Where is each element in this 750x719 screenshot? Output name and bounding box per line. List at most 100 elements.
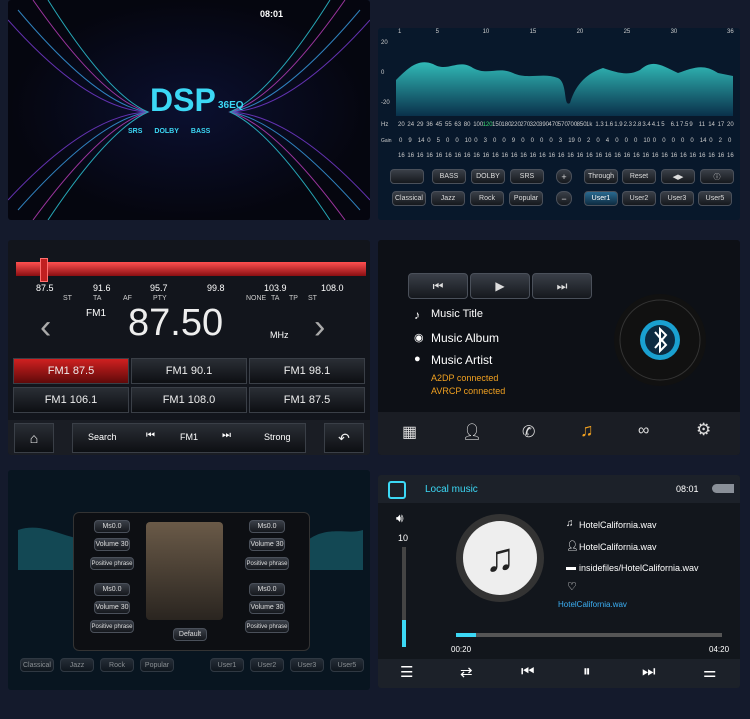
gain-value[interactable]: 3 bbox=[483, 138, 487, 144]
settings-icon[interactable]: ⚙ bbox=[696, 420, 712, 439]
q-value[interactable]: 16 bbox=[435, 153, 443, 159]
control-button[interactable]: Reset bbox=[622, 169, 656, 184]
gain-value[interactable]: 5 bbox=[436, 138, 440, 144]
gain-value[interactable]: 2 bbox=[587, 138, 591, 144]
q-value[interactable]: 16 bbox=[633, 153, 640, 159]
gain-value[interactable]: 14 bbox=[699, 138, 707, 144]
gain-value[interactable]: 19 bbox=[568, 138, 575, 144]
volume-slider[interactable] bbox=[402, 547, 406, 647]
preset-button[interactable]: User3 bbox=[660, 191, 694, 206]
q-value[interactable]: 16 bbox=[445, 153, 452, 159]
plus-button[interactable]: + bbox=[556, 169, 572, 184]
gain-value[interactable]: 14 bbox=[417, 138, 425, 144]
next-button[interactable]: ⏭ bbox=[532, 273, 592, 299]
favorite-icon[interactable]: ♡ bbox=[567, 581, 577, 593]
gain-value[interactable]: 0 bbox=[662, 138, 666, 144]
preset-button[interactable]: FM1 87.5 bbox=[249, 387, 365, 413]
preset-button[interactable]: FM1 90.1 bbox=[131, 358, 247, 384]
gain-value[interactable]: 10 bbox=[464, 138, 472, 144]
eq-icon[interactable]: ⚌ bbox=[703, 664, 717, 681]
gain-value[interactable]: 0 bbox=[634, 138, 638, 144]
preset-button[interactable]: Rock bbox=[100, 658, 134, 672]
gain-value[interactable]: 0 bbox=[549, 138, 553, 144]
q-value[interactable]: 16 bbox=[623, 153, 631, 159]
gain-value[interactable]: 0 bbox=[399, 138, 403, 144]
minus-button[interactable]: − bbox=[556, 191, 572, 206]
q-value[interactable]: 16 bbox=[557, 153, 565, 159]
music-icon[interactable]: ♫ bbox=[580, 420, 594, 440]
q-value[interactable]: 16 bbox=[548, 153, 556, 159]
q-value[interactable]: 16 bbox=[454, 153, 462, 159]
info-button[interactable]: ⓘ bbox=[700, 169, 734, 184]
preset-button[interactable]: Popular bbox=[509, 191, 543, 206]
next-arrow[interactable]: › bbox=[314, 308, 326, 346]
effect-button[interactable]: SRS bbox=[510, 169, 544, 184]
next-icon[interactable]: ⏭ bbox=[642, 663, 656, 680]
gain-value[interactable]: 3 bbox=[558, 138, 563, 144]
home-square[interactable] bbox=[388, 481, 406, 499]
q-value[interactable]: 16 bbox=[717, 153, 725, 159]
q-value[interactable]: 16 bbox=[473, 153, 480, 159]
q-value[interactable]: 16 bbox=[680, 153, 687, 159]
gain-value[interactable]: 0 bbox=[709, 138, 713, 144]
preset-button[interactable]: FM1 108.0 bbox=[131, 387, 247, 413]
prev-icon[interactable]: ⏮ bbox=[521, 663, 535, 680]
q-value[interactable]: 16 bbox=[407, 153, 415, 159]
effect-button[interactable]: BASS bbox=[432, 169, 466, 184]
gain-value[interactable]: 0 bbox=[652, 138, 657, 144]
q-value[interactable]: 16 bbox=[482, 153, 490, 159]
q-value[interactable]: 16 bbox=[492, 153, 499, 159]
gain-value[interactable]: 0 bbox=[521, 138, 525, 144]
volume-button[interactable]: Volume 30 bbox=[94, 538, 130, 551]
q-value[interactable]: 16 bbox=[651, 153, 659, 159]
gain-value[interactable]: 0 bbox=[681, 138, 685, 144]
repeat-icon[interactable]: ⇄ bbox=[460, 664, 473, 681]
gain-value[interactable]: 0 bbox=[455, 138, 459, 144]
dialpad-icon[interactable]: ▦ bbox=[402, 424, 418, 441]
q-value[interactable]: 16 bbox=[416, 153, 424, 159]
progress-track[interactable] bbox=[456, 633, 722, 637]
gain-value[interactable]: 0 bbox=[493, 138, 497, 144]
q-value[interactable]: 16 bbox=[510, 153, 518, 159]
preset-button[interactable]: Classical bbox=[392, 191, 426, 206]
link-icon[interactable]: ∞ bbox=[638, 422, 650, 439]
gain-value[interactable]: 0 bbox=[427, 138, 431, 144]
q-value[interactable]: 16 bbox=[595, 153, 603, 159]
delay-button[interactable]: Ms0.0 bbox=[249, 583, 285, 596]
volume-button[interactable]: Volume 30 bbox=[94, 601, 130, 614]
toolbar-button[interactable]: Strong bbox=[264, 432, 291, 442]
gain-value[interactable]: 0 bbox=[474, 138, 478, 144]
gain-value[interactable]: 4 bbox=[605, 138, 610, 144]
gain-value[interactable]: 0 bbox=[624, 138, 628, 144]
default-button[interactable]: Default bbox=[173, 628, 207, 641]
effect-button[interactable] bbox=[390, 169, 424, 184]
prev-button[interactable]: ⏮ bbox=[408, 273, 468, 299]
seek-forward[interactable]: ⏭ bbox=[222, 430, 231, 441]
seek-back[interactable]: ⏮ bbox=[146, 430, 155, 441]
gain-value[interactable]: 0 bbox=[728, 138, 732, 144]
gain-value[interactable]: 2 bbox=[718, 138, 722, 144]
delay-button[interactable]: Ms0.0 bbox=[94, 583, 130, 596]
q-value[interactable]: 16 bbox=[567, 153, 574, 159]
preset-button[interactable]: User3 bbox=[290, 658, 324, 672]
preset-button[interactable]: FM1 98.1 bbox=[249, 358, 365, 384]
gain-value[interactable]: 0 bbox=[671, 138, 675, 144]
volume-button[interactable]: Volume 30 bbox=[249, 538, 285, 551]
q-value[interactable]: 16 bbox=[698, 153, 706, 159]
q-value[interactable]: 16 bbox=[661, 153, 668, 159]
q-value[interactable]: 16 bbox=[426, 153, 433, 159]
preset-button[interactable]: User5 bbox=[330, 658, 364, 672]
preset-button[interactable]: User2 bbox=[622, 191, 656, 206]
gain-value[interactable]: 0 bbox=[540, 138, 544, 144]
preset-button[interactable]: User5 bbox=[698, 191, 732, 206]
preset-button[interactable]: User2 bbox=[250, 658, 284, 672]
back-button[interactable]: ↶ bbox=[324, 423, 364, 453]
q-value[interactable]: 16 bbox=[689, 153, 697, 159]
preset-button[interactable]: Jazz bbox=[431, 191, 465, 206]
delay-button[interactable]: Ms0.0 bbox=[249, 520, 285, 533]
q-value[interactable]: 16 bbox=[708, 153, 715, 159]
q-value[interactable]: 16 bbox=[604, 153, 612, 159]
prev-arrow[interactable]: ‹ bbox=[40, 308, 52, 346]
q-value[interactable]: 16 bbox=[670, 153, 678, 159]
delay-button[interactable]: Ms0.0 bbox=[94, 520, 130, 533]
